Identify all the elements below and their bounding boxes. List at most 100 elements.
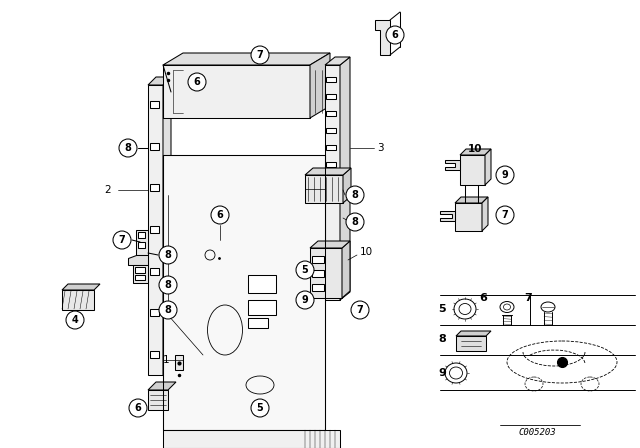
Bar <box>312 270 324 277</box>
Polygon shape <box>163 155 325 430</box>
Bar <box>135 275 145 280</box>
Circle shape <box>351 301 369 319</box>
Bar <box>150 309 159 316</box>
Bar <box>326 145 336 150</box>
Text: 2: 2 <box>105 185 111 195</box>
Bar <box>312 256 324 263</box>
Circle shape <box>496 206 514 224</box>
Text: 8: 8 <box>438 334 446 344</box>
Circle shape <box>296 261 314 279</box>
Bar <box>150 226 159 233</box>
Polygon shape <box>343 168 351 203</box>
Text: 8: 8 <box>164 250 172 260</box>
Bar <box>326 94 336 99</box>
Circle shape <box>346 213 364 231</box>
Text: 8: 8 <box>125 143 131 153</box>
Text: 7: 7 <box>502 210 508 220</box>
Circle shape <box>159 276 177 294</box>
Text: 7: 7 <box>524 293 532 303</box>
Text: 10: 10 <box>360 247 373 257</box>
Bar <box>326 162 336 167</box>
Text: 8: 8 <box>351 190 358 200</box>
Text: 8: 8 <box>351 217 358 227</box>
Text: 9: 9 <box>438 368 446 378</box>
Polygon shape <box>148 382 176 390</box>
Text: 6: 6 <box>392 30 398 40</box>
Polygon shape <box>175 355 183 370</box>
Text: 9: 9 <box>301 295 308 305</box>
Text: 6: 6 <box>479 293 487 303</box>
Polygon shape <box>305 175 343 203</box>
Polygon shape <box>340 57 350 300</box>
Polygon shape <box>148 77 171 85</box>
Polygon shape <box>460 149 491 155</box>
Text: 8: 8 <box>164 280 172 290</box>
Polygon shape <box>456 336 486 351</box>
Polygon shape <box>163 53 330 65</box>
Polygon shape <box>440 211 455 221</box>
Circle shape <box>113 231 131 249</box>
Text: 5: 5 <box>301 265 308 275</box>
Polygon shape <box>460 155 485 185</box>
Polygon shape <box>163 65 310 118</box>
Bar <box>138 242 145 248</box>
Text: 7: 7 <box>356 305 364 315</box>
Polygon shape <box>455 197 488 203</box>
Polygon shape <box>375 20 390 55</box>
Text: 8: 8 <box>164 305 172 315</box>
Polygon shape <box>445 160 460 170</box>
Text: 6: 6 <box>194 77 200 87</box>
Bar <box>150 267 159 275</box>
Polygon shape <box>310 248 342 298</box>
Text: 7: 7 <box>257 50 264 60</box>
Circle shape <box>496 166 514 184</box>
Text: 5: 5 <box>257 403 264 413</box>
Text: 7: 7 <box>118 235 125 245</box>
Bar <box>312 284 324 291</box>
Text: 6: 6 <box>134 403 141 413</box>
Text: 5: 5 <box>438 304 446 314</box>
Circle shape <box>296 291 314 309</box>
Circle shape <box>119 139 137 157</box>
Polygon shape <box>310 241 350 248</box>
Polygon shape <box>148 390 168 410</box>
Circle shape <box>211 206 229 224</box>
Bar <box>248 318 268 328</box>
Circle shape <box>129 399 147 417</box>
Polygon shape <box>163 77 171 375</box>
Polygon shape <box>342 241 350 298</box>
Bar <box>248 300 276 315</box>
Polygon shape <box>62 284 100 290</box>
Polygon shape <box>136 230 148 255</box>
Bar <box>135 267 145 273</box>
Polygon shape <box>482 197 488 231</box>
Polygon shape <box>485 149 491 185</box>
Text: 1: 1 <box>163 355 170 365</box>
Polygon shape <box>128 255 148 265</box>
Bar <box>326 128 336 133</box>
Circle shape <box>159 246 177 264</box>
Circle shape <box>188 73 206 91</box>
Bar <box>326 111 336 116</box>
Bar <box>326 77 336 82</box>
Circle shape <box>251 399 269 417</box>
Bar <box>150 351 159 358</box>
Polygon shape <box>325 65 340 300</box>
Polygon shape <box>325 57 350 65</box>
Text: 9: 9 <box>502 170 508 180</box>
Polygon shape <box>163 430 340 448</box>
Bar <box>150 184 159 191</box>
Bar <box>150 142 159 150</box>
Polygon shape <box>310 53 330 118</box>
Bar <box>138 232 145 238</box>
Text: 4: 4 <box>72 315 78 325</box>
Bar <box>248 275 276 293</box>
Text: 10: 10 <box>468 144 483 154</box>
Polygon shape <box>148 85 163 375</box>
Polygon shape <box>62 290 94 310</box>
Text: 6: 6 <box>216 210 223 220</box>
Polygon shape <box>133 265 148 283</box>
Circle shape <box>386 26 404 44</box>
Circle shape <box>66 311 84 329</box>
Circle shape <box>159 301 177 319</box>
